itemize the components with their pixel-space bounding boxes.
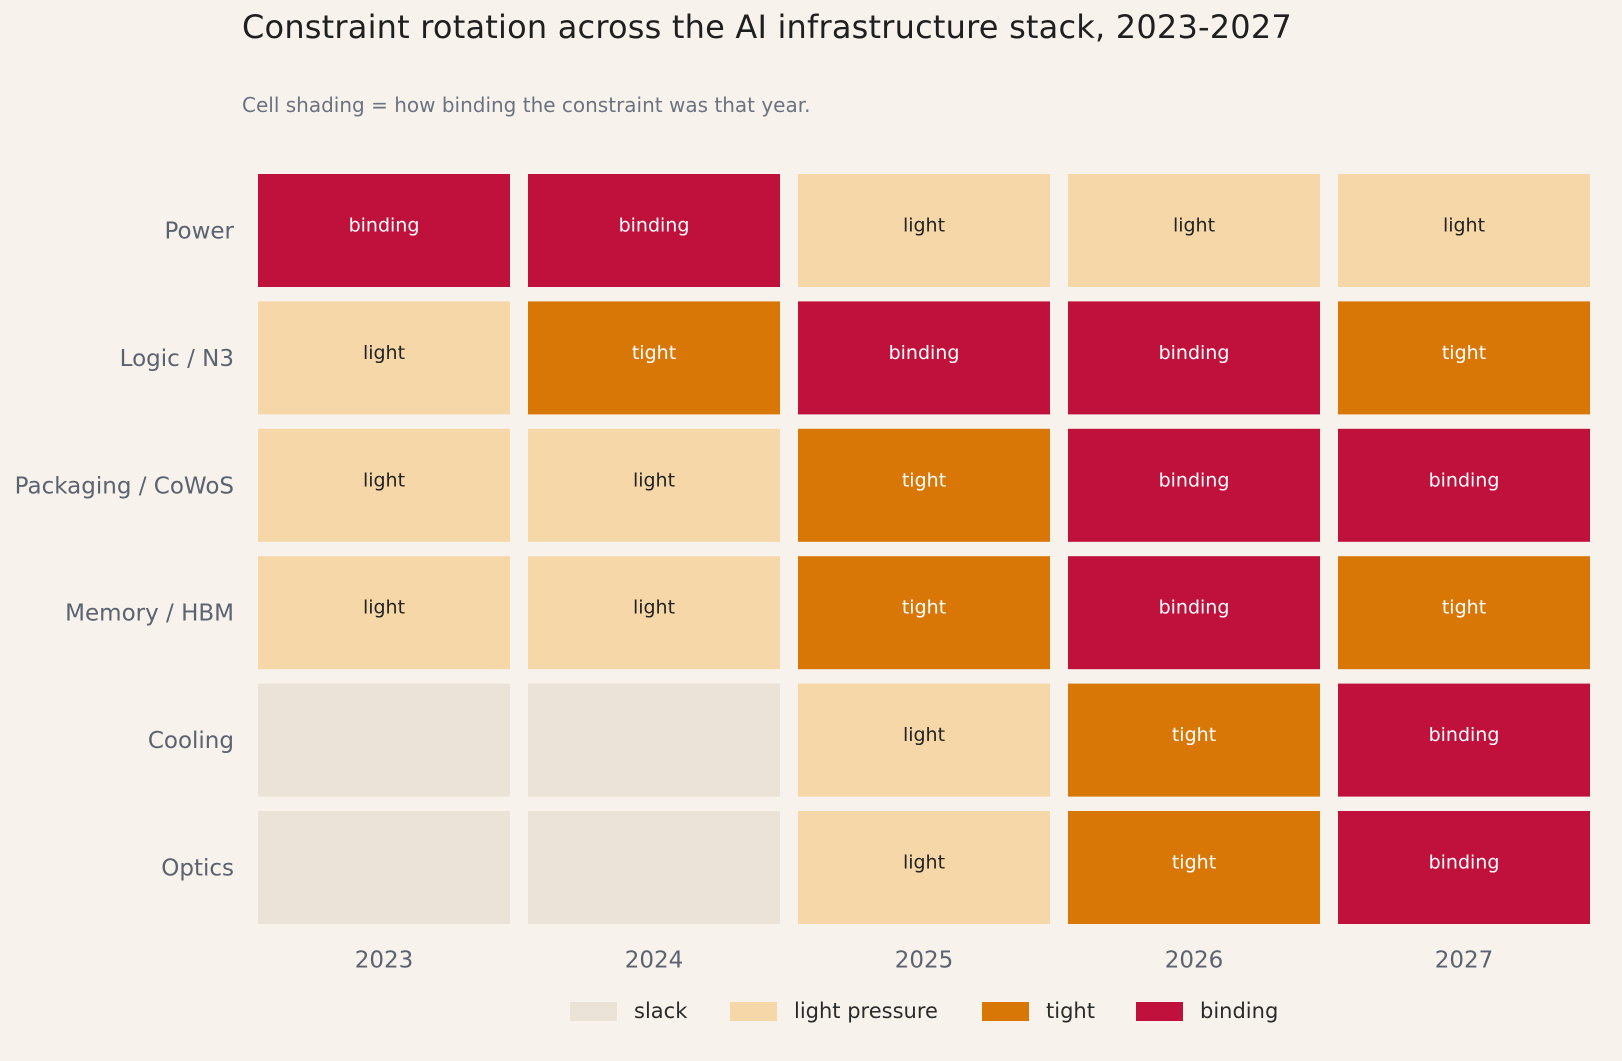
row-label: Packaging / CoWoS <box>15 473 234 499</box>
heatmap-cell <box>1068 683 1320 797</box>
legend-swatch <box>1136 1002 1183 1021</box>
heatmap-cell <box>528 428 780 542</box>
row-label: Memory / HBM <box>65 601 234 627</box>
legend-label: binding <box>1200 999 1278 1023</box>
cell-label: binding <box>1159 597 1230 619</box>
heatmap-cell <box>258 174 510 287</box>
cell-label: tight <box>1172 724 1216 746</box>
column-label: 2025 <box>895 947 954 973</box>
legend-swatch <box>730 1002 777 1021</box>
column-label: 2027 <box>1435 947 1494 973</box>
heatmap-cell <box>528 174 780 287</box>
heatmap-cell <box>798 174 1050 287</box>
heatmap-cell <box>1338 556 1590 670</box>
heatmap-cell <box>528 811 780 924</box>
heatmap-cell <box>258 683 510 797</box>
cell-label: binding <box>1429 852 1500 874</box>
cell-label: light <box>903 724 945 746</box>
cell-label: light <box>633 597 675 619</box>
cell-label: binding <box>1159 342 1230 364</box>
cell-label: light <box>633 469 675 491</box>
heatmap-cell <box>1338 174 1590 287</box>
heatmap-cell <box>258 428 510 542</box>
chart-subtitle: Cell shading = how binding the constrain… <box>242 93 811 117</box>
heatmap-cell <box>1338 683 1590 797</box>
heatmap-cell <box>1068 811 1320 924</box>
heatmap-cell <box>258 301 510 415</box>
heatmap-cell <box>528 683 780 797</box>
cell-label: light <box>1173 215 1215 237</box>
heatmap-cell <box>528 556 780 670</box>
heatmap-cell <box>528 301 780 415</box>
row-label: Power <box>164 219 234 245</box>
heatmap-cell <box>258 556 510 670</box>
column-label: 2026 <box>1165 947 1224 973</box>
row-label: Optics <box>161 856 234 882</box>
cell-label: binding <box>889 342 960 364</box>
cell-label: tight <box>1442 597 1486 619</box>
legend-label: light pressure <box>794 999 938 1023</box>
heatmap-cell <box>1338 811 1590 924</box>
row-label: Cooling <box>148 728 234 754</box>
heatmap-cell <box>1338 301 1590 415</box>
heatmap-cell <box>798 428 1050 542</box>
cell-label: tight <box>902 469 946 491</box>
cell-label: light <box>363 469 405 491</box>
heatmap-cell <box>1068 174 1320 287</box>
row-label: Logic / N3 <box>120 346 234 372</box>
chart-title: Constraint rotation across the AI infras… <box>242 8 1292 46</box>
heatmap-cell <box>798 301 1050 415</box>
heatmap-cell <box>798 683 1050 797</box>
heatmap-cell <box>1068 556 1320 670</box>
heatmap-cell <box>258 811 510 924</box>
cell-label: tight <box>1172 852 1216 874</box>
legend-label: slack <box>634 999 688 1023</box>
cell-label: light <box>363 342 405 364</box>
cell-label: light <box>903 215 945 237</box>
cell-label: binding <box>349 215 420 237</box>
cell-label: light <box>363 597 405 619</box>
cell-label: binding <box>1429 469 1500 491</box>
cell-label: tight <box>1442 342 1486 364</box>
cell-label: tight <box>632 342 676 364</box>
cell-label: binding <box>619 215 690 237</box>
heatmap-cell <box>1068 301 1320 415</box>
cell-label: light <box>1443 215 1485 237</box>
heatmap-cell <box>798 811 1050 924</box>
legend-swatch <box>570 1002 617 1021</box>
legend-label: tight <box>1046 999 1095 1023</box>
cell-label: light <box>903 852 945 874</box>
column-label: 2023 <box>355 947 414 973</box>
legend-swatch <box>982 1002 1029 1021</box>
cell-label: binding <box>1159 469 1230 491</box>
column-label: 2024 <box>625 947 684 973</box>
heatmap-cell <box>1068 428 1320 542</box>
cell-label: tight <box>902 597 946 619</box>
heatmap-cell <box>1338 428 1590 542</box>
heatmap-cell <box>798 556 1050 670</box>
cell-label: binding <box>1429 724 1500 746</box>
